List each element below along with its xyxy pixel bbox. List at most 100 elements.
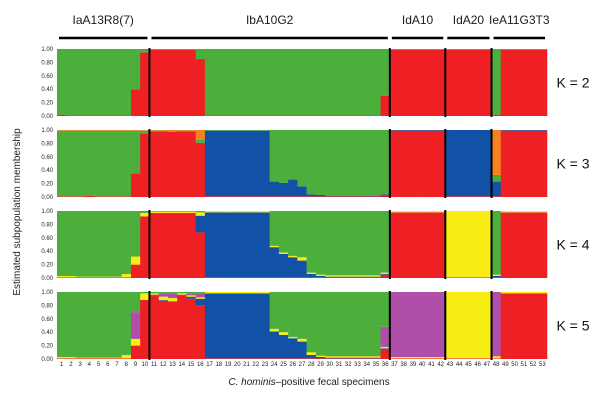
bar-segment-yellow (334, 356, 344, 358)
bar-segment-green (66, 49, 76, 116)
x-tick-label: 30 (326, 362, 333, 368)
bar-segment-red (269, 115, 280, 116)
y-tick-label: 0.20 (41, 182, 53, 188)
bar-segment-red (473, 49, 483, 116)
x-tick-label: 11 (151, 362, 158, 368)
bar-segment-red (149, 131, 159, 197)
x-tick-label: 52 (530, 362, 537, 368)
x-axis-label-rest: –positive fecal specimens (276, 377, 390, 388)
bar-segment-red (241, 115, 252, 116)
bar-segment-yellow (57, 356, 67, 359)
x-tick-label: 22 (252, 362, 259, 368)
bar-segment-yellow (186, 295, 196, 297)
bar-segment-green (278, 211, 289, 253)
bar-segment-yellow (204, 211, 215, 213)
bar-segment-yellow (167, 298, 178, 302)
bar-segment-red (352, 115, 363, 116)
bar-segment-green (57, 49, 67, 115)
bar-segment-red (306, 358, 317, 359)
bar-segment-red (251, 115, 261, 116)
bar-segment-green (500, 49, 511, 50)
x-tick-label: 50 (511, 362, 518, 368)
bar-segment-orange (66, 130, 76, 131)
y-tick-label: 1.00 (41, 47, 53, 53)
bar-segment-red (103, 277, 113, 278)
bar-segment-yellow (325, 275, 335, 277)
bar-segment-red (482, 358, 492, 359)
bar-segment-orange (84, 130, 95, 131)
bar-segment-green (232, 130, 243, 131)
bar-segment-blue (537, 130, 548, 131)
bar-segment-red (491, 277, 502, 278)
y-axis-label: Estimated subpopulation membership (12, 128, 23, 296)
bar-segment-red (278, 115, 289, 116)
bar-segment-green (223, 130, 233, 131)
bar-segment-green (297, 211, 307, 258)
x-tick-label: 6 (106, 362, 110, 368)
bar-segment-red (417, 49, 428, 116)
bar-segment-green (204, 130, 215, 131)
bar-segment-red (491, 196, 502, 197)
bar-segment-blue (177, 294, 187, 296)
bar-segment-purple (158, 293, 169, 297)
bar-segment-red (278, 196, 289, 197)
bar-segment-blue (306, 354, 317, 359)
bar-segment-orange (186, 130, 196, 131)
bar-segment-blue (269, 331, 280, 359)
bar-segment-blue (473, 130, 483, 197)
bar-segment-red (463, 49, 474, 116)
bar-segment-green (325, 292, 335, 357)
bar-segment-red (112, 277, 123, 278)
bar-segment-red (93, 358, 104, 359)
bar-segment-blue (195, 215, 206, 233)
bar-segment-green (186, 292, 196, 294)
bar-segment-green (223, 49, 233, 116)
bar-segment-yellow (112, 357, 123, 359)
bar-segment-green (75, 130, 86, 197)
bar-segment-blue (371, 276, 381, 278)
bar-segment-green (297, 292, 307, 339)
bar-segment-blue (214, 130, 224, 197)
bar-segment-blue (260, 293, 270, 359)
bar-segment-orange (121, 130, 132, 131)
bar-segment-yellow (112, 276, 123, 278)
bar-segment-red (315, 115, 326, 116)
bar-segment-green (278, 49, 289, 116)
bar-segment-green (510, 49, 520, 50)
bar-segment-green (149, 211, 159, 212)
bar-segment-green (362, 49, 372, 116)
bar-segment-blue (297, 341, 307, 359)
bar-segment-green (112, 211, 123, 277)
x-tick-label: 36 (382, 362, 389, 368)
bar-segment-orange (75, 130, 86, 131)
bar-segment-purple (380, 326, 391, 347)
bar-segment-green (167, 131, 178, 133)
bar-segment-red (84, 277, 95, 278)
x-tick-label: 39 (410, 362, 417, 368)
bar-segment-green (343, 49, 354, 116)
bar-segment-red (463, 196, 474, 197)
bar-segment-red (519, 49, 529, 116)
group-label-5: IeA11G3T3 (489, 13, 550, 27)
bar-segment-red (158, 131, 169, 197)
bar-segment-orange (149, 130, 159, 131)
bar-segment-red (371, 196, 381, 197)
bar-segment-red (380, 194, 391, 197)
bar-segment-green (362, 211, 372, 276)
bar-segment-yellow (334, 275, 344, 277)
bar-segment-red (251, 196, 261, 197)
bar-segment-blue (482, 130, 492, 197)
bar-segment-red (269, 196, 280, 197)
bar-segment-yellow (241, 211, 252, 213)
bar-segment-blue (297, 186, 307, 197)
bar-segment-red (288, 115, 298, 116)
bar-segment-red (103, 196, 113, 197)
bar-segment-blue (343, 357, 354, 359)
bar-segment-blue (306, 194, 317, 197)
bar-segment-green (241, 130, 252, 131)
bar-segment-red (537, 293, 548, 359)
x-tick-label: 2 (69, 362, 73, 368)
bar-segment-green (325, 211, 335, 276)
bar-segment-green (167, 211, 178, 212)
bar-segment-yellow (241, 292, 252, 294)
